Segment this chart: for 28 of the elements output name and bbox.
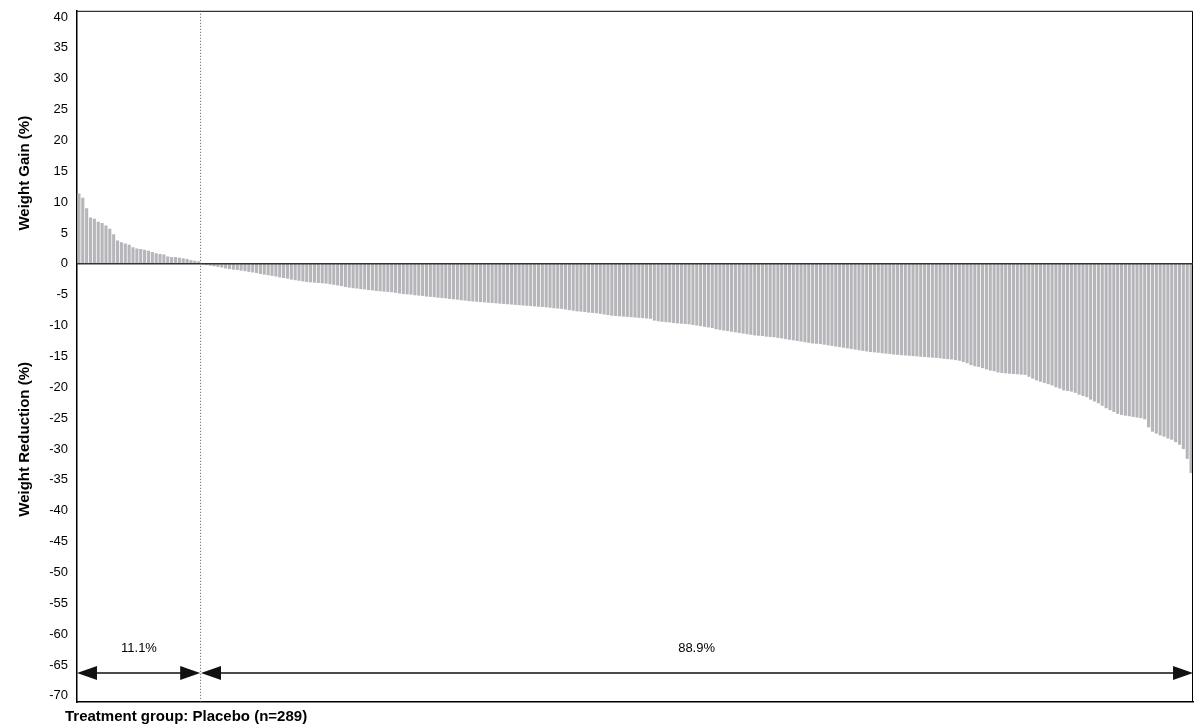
y-tick-label: -30 — [49, 440, 68, 456]
y-tick-label: -20 — [49, 378, 68, 394]
y-tick-label: 10 — [53, 193, 68, 209]
y-tick-label: -10 — [49, 317, 68, 333]
y-tick-label: -35 — [49, 471, 68, 487]
y-tick-label: -70 — [49, 687, 68, 703]
y-tick-label: -65 — [49, 656, 68, 672]
y-tick-label: 15 — [53, 162, 68, 178]
y-tick-label: 40 — [53, 8, 68, 24]
x-axis-title: Treatment group: Placebo (n=289) — [65, 707, 308, 725]
y-tick-label: 20 — [53, 131, 68, 147]
text: Weight Reduction (%) — [15, 361, 33, 517]
y-tick-label: -45 — [49, 533, 68, 549]
y-tick-label: -55 — [49, 594, 68, 610]
annotation: 11.1% — [121, 639, 158, 655]
y-tick-label: -60 — [49, 625, 68, 641]
y-tick-label: -25 — [49, 409, 68, 425]
y-tick-label: 25 — [53, 101, 68, 117]
y-tick-label: -15 — [49, 347, 68, 363]
annotation: 88.9% — [678, 639, 716, 655]
y-tick-label: -50 — [49, 563, 68, 579]
y-tick-label: -40 — [49, 502, 68, 518]
y-tick-label: 30 — [53, 70, 68, 86]
y-tick-label: 0 — [60, 255, 68, 271]
y-tick-label: -5 — [56, 286, 68, 302]
y-tick-label: 35 — [53, 39, 68, 55]
y-tick-label: 5 — [60, 224, 68, 240]
y-axis-title: Weight Gain (%) — [15, 115, 33, 231]
